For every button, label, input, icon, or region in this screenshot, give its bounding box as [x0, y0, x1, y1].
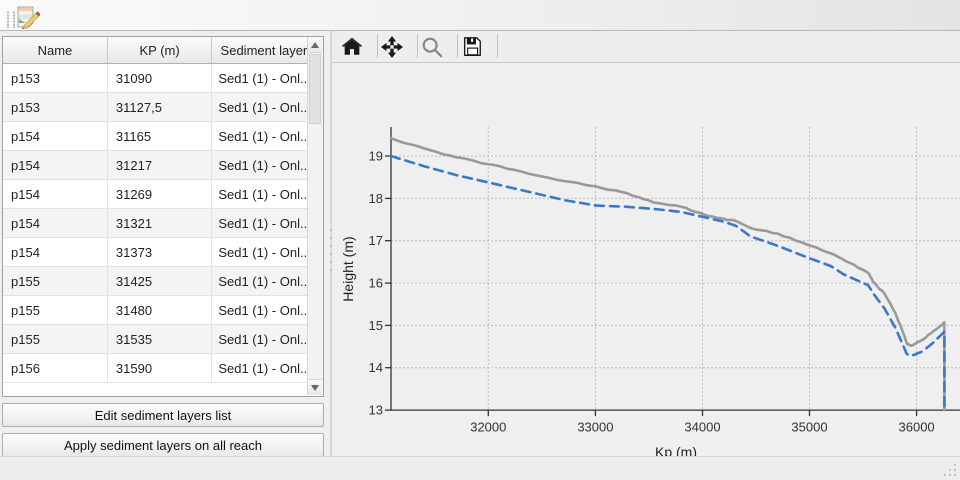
svg-text:19: 19	[369, 149, 383, 164]
svg-text:17: 17	[369, 233, 383, 248]
svg-text:32000: 32000	[470, 420, 506, 435]
svg-text:18: 18	[369, 191, 383, 206]
svg-text:35000: 35000	[791, 420, 827, 435]
svg-text:13: 13	[369, 403, 383, 418]
svg-text:15: 15	[369, 318, 383, 333]
svg-text:Height (m): Height (m)	[340, 236, 356, 301]
svg-text:33000: 33000	[577, 420, 613, 435]
svg-text:14: 14	[369, 360, 383, 375]
svg-text:34000: 34000	[684, 420, 720, 435]
svg-text:16: 16	[369, 276, 383, 291]
svg-text:36000: 36000	[899, 420, 935, 435]
